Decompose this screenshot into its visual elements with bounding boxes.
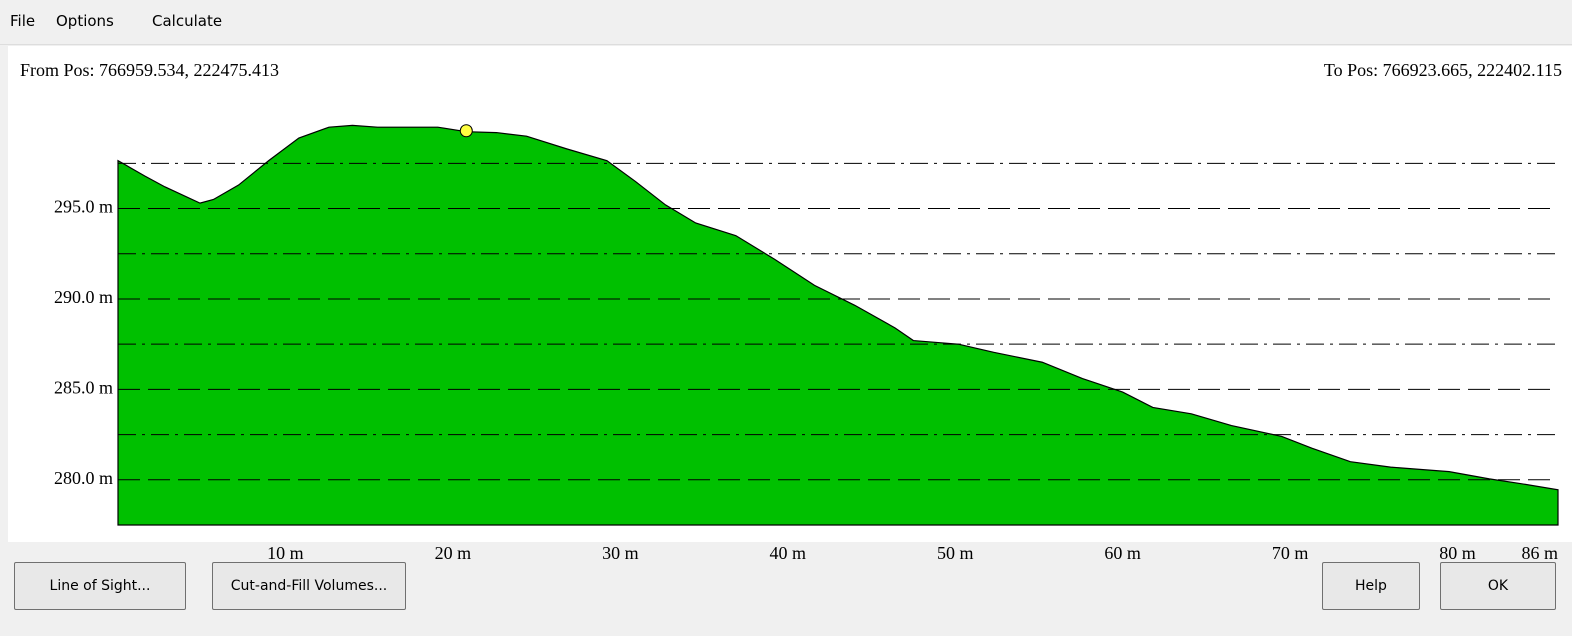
help-button[interactable]: Help — [1322, 562, 1420, 610]
x-tick-label: 60 m — [1104, 543, 1141, 563]
y-tick-label: 290.0 m — [54, 287, 113, 307]
ok-button[interactable]: OK — [1440, 562, 1556, 610]
x-tick-label: 10 m — [267, 543, 304, 563]
x-tick-label: 20 m — [435, 543, 472, 563]
profile-dialog: File Options Calculate From Pos: 766959.… — [0, 0, 1572, 636]
elevation-area — [118, 125, 1558, 525]
y-tick-label: 295.0 m — [54, 197, 113, 217]
line-of-sight-button[interactable]: Line of Sight... — [14, 562, 186, 610]
x-tick-label: 86 m — [1521, 543, 1558, 563]
to-pos: To Pos: 766923.665, 222402.115 — [1324, 60, 1562, 80]
x-tick-label: 30 m — [602, 543, 639, 563]
y-tick-label: 285.0 m — [54, 378, 113, 398]
x-tick-label: 50 m — [937, 543, 974, 563]
x-tick-label: 80 m — [1439, 543, 1476, 563]
x-tick-label: 70 m — [1272, 543, 1309, 563]
x-tick-label: 40 m — [770, 543, 807, 563]
position-marker — [460, 125, 472, 137]
chart: From Pos: 766959.534, 222475.413 To Pos:… — [0, 0, 1572, 636]
y-tick-label: 280.0 m — [54, 468, 113, 488]
cut-fill-button[interactable]: Cut-and-Fill Volumes... — [212, 562, 406, 610]
from-pos: From Pos: 766959.534, 222475.413 — [20, 60, 279, 80]
